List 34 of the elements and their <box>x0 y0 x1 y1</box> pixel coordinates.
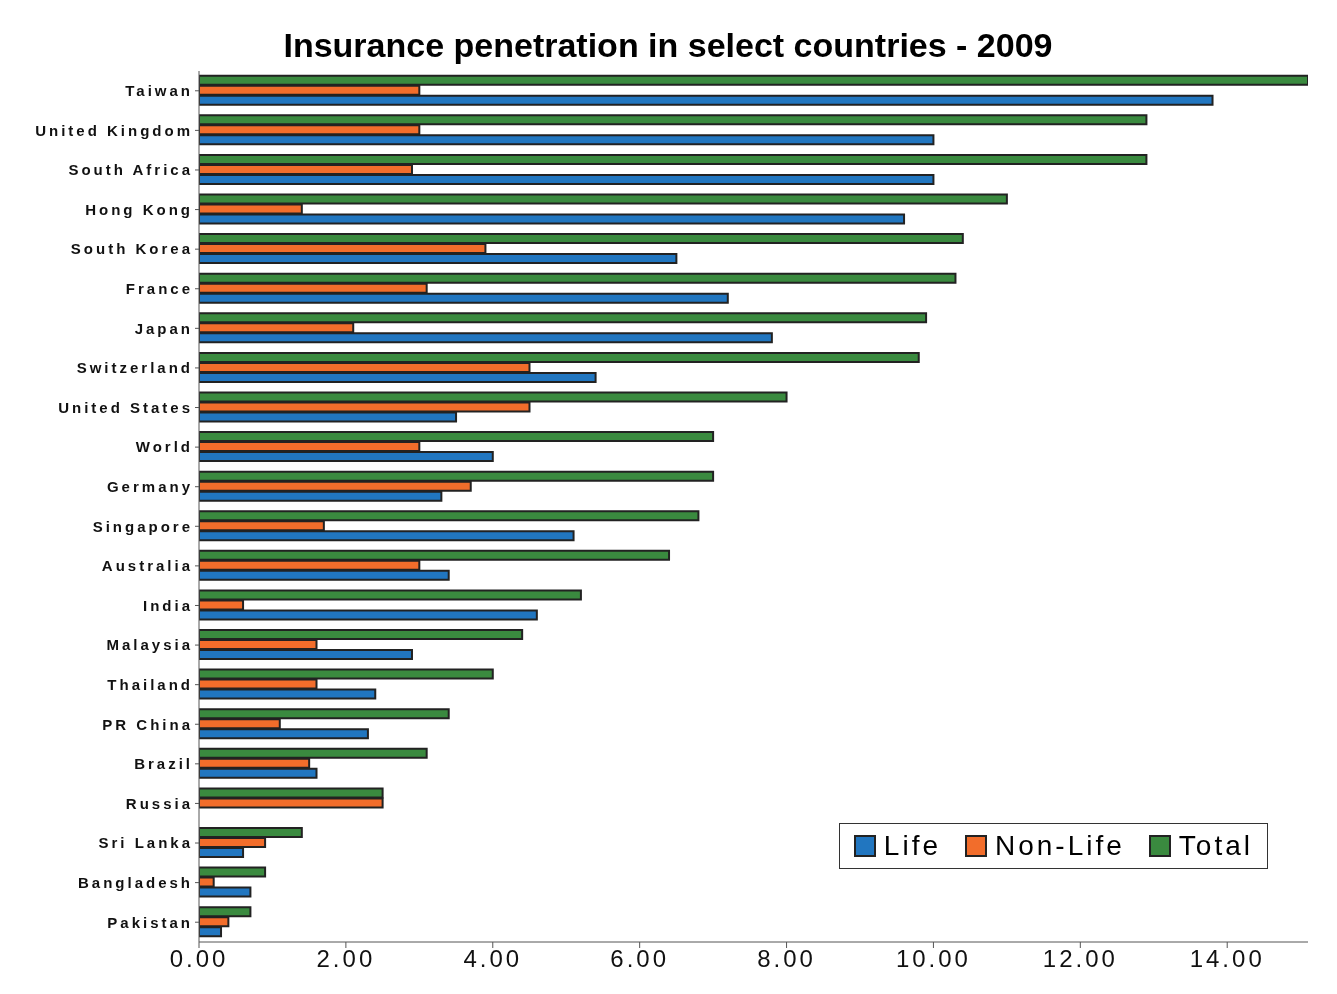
y-tick-label: Bangladesh <box>77 873 193 891</box>
legend-label: Non-Life <box>995 830 1125 862</box>
y-tick-label: Germany <box>106 478 193 496</box>
x-tick-label: 14.00 <box>1189 945 1265 973</box>
y-tick-label: World <box>135 438 193 456</box>
x-tick-label: 2.00 <box>316 945 376 973</box>
x-tick-label: 12.00 <box>1042 945 1118 973</box>
x-tick-label: 8.00 <box>757 945 816 973</box>
y-tick-label: Thailand <box>107 675 193 693</box>
y-tick-label: South Korea <box>70 240 193 258</box>
y-tick-label: Taiwan <box>125 82 193 100</box>
legend-label: Total <box>1178 830 1253 862</box>
x-tick-label: 4.00 <box>463 945 523 973</box>
x-tick-label: 6.00 <box>610 945 670 973</box>
y-tick-label: Australia <box>101 557 193 575</box>
x-tick-label: 10.00 <box>895 945 971 973</box>
y-tick-label: Hong Kong <box>85 200 193 218</box>
y-tick-label: Singapore <box>92 517 193 535</box>
y-tick-label: France <box>125 280 193 298</box>
y-tick-label: Pakistan <box>107 913 193 931</box>
y-tick-label: Malaysia <box>106 636 193 654</box>
legend-label: Life <box>883 830 941 862</box>
y-tick-label: South Africa <box>68 161 193 179</box>
y-tick-label: Japan <box>134 319 193 337</box>
y-tick-label: Sri Lanka <box>98 834 193 852</box>
y-tick-label: PR China <box>102 715 193 733</box>
y-tick-label: Brazil <box>134 755 193 773</box>
y-tick-label: India <box>142 596 193 614</box>
y-tick-label: United Kingdom <box>35 121 193 139</box>
y-tick-label: Russia <box>125 794 193 812</box>
y-tick-label: United States <box>58 398 193 416</box>
y-tick-label: Switzerland <box>76 359 193 377</box>
x-tick-label: 0.00 <box>169 945 229 973</box>
chart-title: Insurance penetration in select countries - 2009 <box>282 26 1054 65</box>
